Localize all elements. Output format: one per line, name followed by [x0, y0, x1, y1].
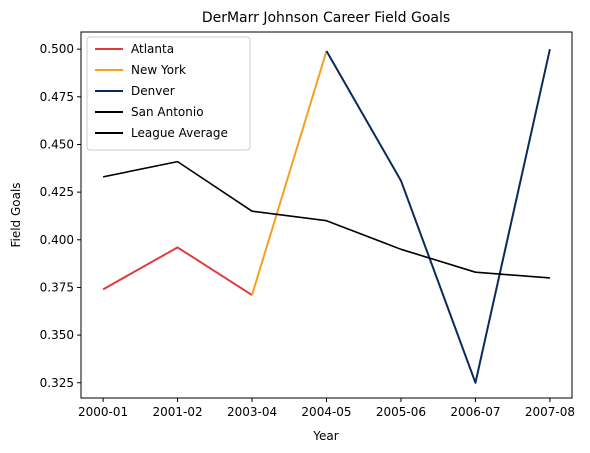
x-tick-label-5: 2006-07 — [450, 405, 500, 419]
x-axis: 2000-01 2001-02 2003-04 2004-05 2005-06 2006-… — [78, 398, 575, 419]
x-tick-label-2: 2003-04 — [227, 405, 277, 419]
legend-label-4: League Average — [131, 126, 228, 140]
x-tick-label-1: 2001-02 — [152, 405, 202, 419]
series-line-1 — [251, 50, 328, 296]
series-line-2 — [325, 48, 551, 384]
chart-title: DerMarr Johnson Career Field Goals — [202, 10, 450, 26]
x-axis-title: Year — [312, 429, 338, 443]
y-tick-label-0: 0.325 — [40, 376, 74, 390]
y-tick-label-1: 0.350 — [40, 328, 74, 342]
y-axis: 0.325 0.350 0.375 0.400 0.425 0.450 0.475 0.500 — [40, 42, 81, 390]
y-tick-label-4: 0.425 — [40, 185, 74, 199]
y-tick-label-2: 0.375 — [40, 280, 74, 294]
y-tick-label-3: 0.400 — [40, 233, 74, 247]
x-tick-label-6: 2007-08 — [525, 405, 575, 419]
y-tick-label-5: 0.450 — [40, 137, 74, 151]
x-tick-label-0: 2000-01 — [78, 405, 128, 419]
y-tick-label-6: 0.475 — [40, 90, 74, 104]
x-tick-label-4: 2005-06 — [376, 405, 426, 419]
y-tick-label-7: 0.500 — [40, 42, 74, 56]
legend-label-2: Denver — [131, 84, 175, 98]
legend-label-1: New York — [131, 63, 186, 77]
legend-box — [86, 36, 251, 151]
series-line-4 — [102, 160, 550, 279]
x-tick-label-3: 2004-05 — [301, 405, 351, 419]
legend: Atlanta New York Denver San Antonio League A… — [86, 36, 251, 151]
series-line-0 — [102, 246, 253, 296]
legend-label-0: Atlanta — [131, 42, 174, 56]
y-axis-title: Field Goals — [9, 182, 23, 247]
legend-label-3: San Antonio — [131, 105, 204, 119]
plot-area — [102, 48, 551, 384]
